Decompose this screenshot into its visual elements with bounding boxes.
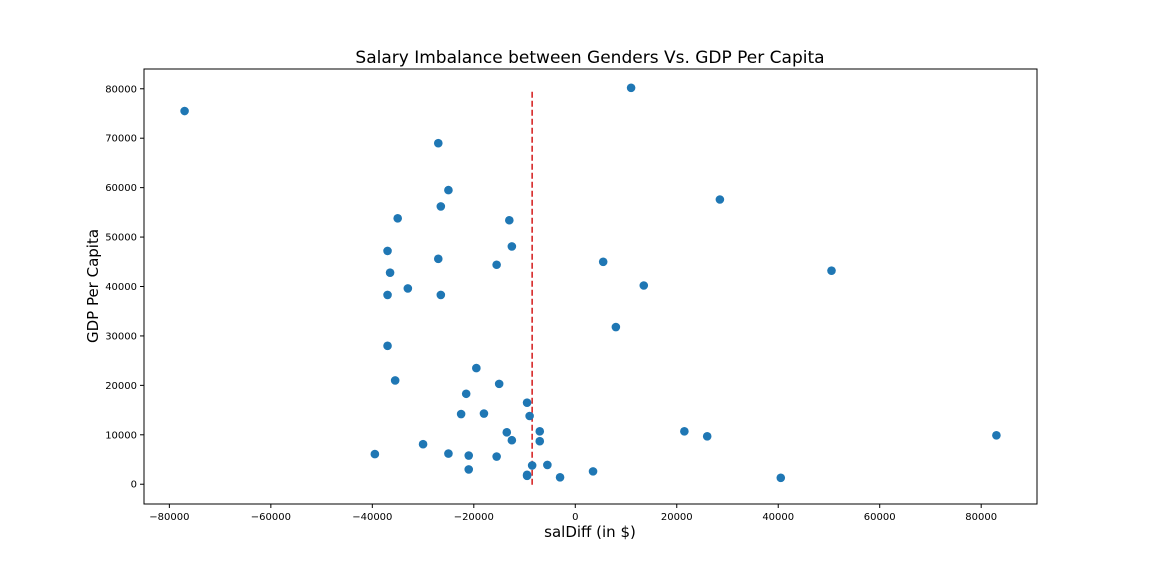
scatter-point bbox=[436, 202, 446, 211]
scatter-point bbox=[507, 435, 517, 445]
y-tick-label: 40000 bbox=[105, 282, 137, 293]
y-axis-label: GDP Per Capita bbox=[84, 229, 102, 343]
x-tick-label: 80000 bbox=[965, 512, 997, 523]
data-points bbox=[180, 83, 1001, 483]
scatter-point bbox=[492, 260, 501, 270]
scatter-point bbox=[370, 449, 380, 459]
scatter-point bbox=[522, 398, 532, 407]
x-tick-label: 40000 bbox=[762, 512, 794, 523]
y-tick-label: 20000 bbox=[105, 381, 137, 392]
scatter-point bbox=[535, 436, 545, 446]
scatter-point bbox=[433, 138, 443, 148]
y-tick-label: 80000 bbox=[105, 84, 137, 95]
scatter-point bbox=[385, 268, 395, 277]
y-axis-ticks: 0 10000 20000 30000 40000 50000 60000 70000 8000… bbox=[105, 84, 144, 491]
scatter-point bbox=[992, 430, 1001, 440]
x-tick-label: −60000 bbox=[251, 512, 291, 523]
scatter-point bbox=[456, 409, 466, 419]
scatter-point bbox=[464, 465, 474, 474]
scatter-point bbox=[383, 290, 392, 300]
scatter-point bbox=[555, 473, 565, 482]
scatter-point bbox=[776, 473, 786, 483]
scatter-point bbox=[626, 83, 636, 93]
scatter-point bbox=[598, 257, 608, 267]
scatter-point bbox=[393, 213, 402, 223]
scatter-point bbox=[444, 449, 453, 458]
x-tick-label: −20000 bbox=[454, 512, 494, 523]
y-tick-label: 60000 bbox=[105, 183, 137, 194]
scatter-point bbox=[588, 467, 598, 476]
y-tick-label: 10000 bbox=[105, 430, 137, 441]
scatter-point bbox=[507, 242, 517, 251]
scatter-point bbox=[527, 461, 537, 470]
x-tick-label: 60000 bbox=[864, 512, 896, 523]
scatter-point bbox=[180, 106, 189, 116]
scatter-point bbox=[444, 185, 453, 195]
scatter-point bbox=[535, 427, 545, 436]
scatter-point bbox=[461, 389, 471, 399]
scatter-point bbox=[639, 281, 649, 290]
scatter-point bbox=[479, 409, 489, 418]
scatter-point bbox=[502, 428, 512, 437]
x-axis-label: salDiff (in $) bbox=[544, 523, 636, 541]
scatter-point bbox=[433, 254, 443, 264]
y-tick-label: 70000 bbox=[105, 134, 137, 145]
x-tick-label: 20000 bbox=[661, 512, 693, 523]
scatter-point bbox=[464, 451, 474, 460]
y-tick-label: 0 bbox=[131, 480, 137, 491]
scatter-point bbox=[390, 376, 400, 385]
scatter-point bbox=[611, 322, 621, 332]
scatter-point bbox=[403, 284, 413, 293]
scatter-point bbox=[494, 379, 504, 389]
chart-title: Salary Imbalance between Genders Vs. GDP… bbox=[355, 48, 824, 68]
scatter-point bbox=[472, 363, 481, 373]
y-tick-label: 30000 bbox=[105, 331, 137, 342]
scatter-point bbox=[383, 341, 392, 351]
scatter-point bbox=[525, 411, 534, 421]
scatter-point bbox=[702, 431, 712, 441]
scatter-point bbox=[492, 452, 501, 461]
scatter-point bbox=[715, 195, 725, 204]
scatter-point bbox=[418, 439, 428, 449]
scatter-point bbox=[827, 266, 836, 275]
scatter-point bbox=[383, 246, 392, 256]
x-tick-label: 0 bbox=[572, 512, 578, 523]
scatter-point bbox=[505, 215, 514, 225]
x-tick-label: −80000 bbox=[149, 512, 189, 523]
scatter-point bbox=[680, 427, 689, 436]
scatter-point bbox=[543, 460, 552, 470]
plot-area-frame bbox=[143, 68, 1038, 505]
scatter-point bbox=[522, 471, 532, 481]
y-tick-label: 50000 bbox=[105, 233, 137, 244]
x-axis-ticks: −80000 −60000 −40000 −20000 0 20000 40000 60000… bbox=[149, 504, 997, 523]
scatter-point bbox=[436, 290, 446, 300]
x-tick-label: −40000 bbox=[352, 512, 392, 523]
